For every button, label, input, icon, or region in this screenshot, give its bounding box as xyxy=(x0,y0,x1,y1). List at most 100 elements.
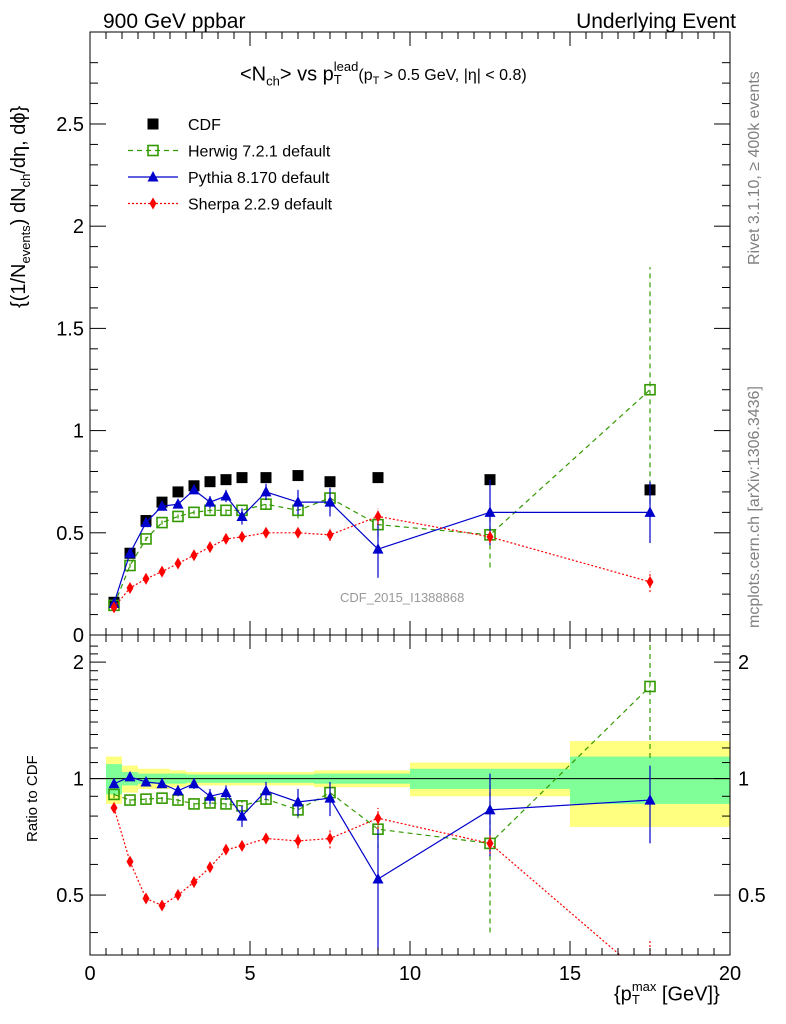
main-frame xyxy=(89,31,731,636)
data-point xyxy=(204,790,216,801)
data-point xyxy=(110,801,118,814)
data-point xyxy=(486,530,494,543)
legend-entry: Herwig 7.2.1 default xyxy=(128,144,331,161)
data-point xyxy=(156,516,168,529)
title-sub-b: T xyxy=(333,72,342,87)
series-sherpa xyxy=(110,801,651,955)
xlabel-sub: T xyxy=(631,992,640,1007)
data-point xyxy=(124,770,136,782)
data-point xyxy=(644,506,656,517)
xlabel-part-b: [GeV]} xyxy=(656,983,720,1006)
data-point xyxy=(206,541,214,554)
title-sub-a: ch xyxy=(266,73,280,89)
data-point xyxy=(188,483,200,495)
data-point xyxy=(220,504,232,517)
data-point xyxy=(222,532,230,545)
data-point xyxy=(140,775,152,787)
ratio-y-tick-label-right: 2 xyxy=(738,652,749,674)
rivet-label: Rivet 3.1.10, ≥ 400k events xyxy=(746,71,763,265)
series-pythia xyxy=(108,479,656,608)
series-pythia xyxy=(108,765,656,951)
data-point xyxy=(236,472,248,484)
uncertainty-bands xyxy=(90,741,730,827)
y-tick-label: 2 xyxy=(73,216,84,238)
data-point xyxy=(174,889,182,902)
data-point xyxy=(204,496,216,507)
data-point xyxy=(260,784,272,796)
data-point xyxy=(142,892,150,905)
data-point xyxy=(124,794,136,806)
data-point xyxy=(372,543,384,554)
data-point xyxy=(188,506,200,519)
data-point xyxy=(124,547,136,558)
legend-marker xyxy=(147,144,159,157)
data-point xyxy=(646,575,654,588)
data-point xyxy=(236,810,248,821)
data-point xyxy=(158,565,166,578)
data-point xyxy=(294,834,302,847)
ratio-y-tick-label: 0.5 xyxy=(56,885,84,907)
data-point xyxy=(372,873,384,884)
title-sup-b: lead xyxy=(333,59,359,74)
data-point xyxy=(484,803,496,815)
legend-entry: Sherpa 2.2.9 default xyxy=(128,197,333,214)
data-point xyxy=(484,506,496,517)
data-point xyxy=(156,777,168,789)
data-point xyxy=(220,474,232,486)
data-point xyxy=(294,526,302,539)
x-axis-label: {p max T [GeV]} xyxy=(614,979,720,1008)
x-tick-label: 15 xyxy=(559,963,581,985)
data-point xyxy=(644,794,656,805)
legend-entry: CDF xyxy=(147,117,221,134)
data-point xyxy=(204,476,216,488)
data-point xyxy=(124,559,136,572)
data-point xyxy=(158,899,166,912)
data-point xyxy=(326,832,334,845)
legend-label: Pythia 8.170 default xyxy=(188,170,330,187)
data-point xyxy=(262,832,270,845)
xlabel-part-a: {p xyxy=(614,983,632,1006)
data-point xyxy=(140,793,152,805)
x-tick-label: 0 xyxy=(84,963,95,985)
x-tick-label: 20 xyxy=(719,963,741,985)
data-point xyxy=(156,500,168,511)
data-point xyxy=(324,476,336,488)
data-point xyxy=(220,786,232,798)
legend-entry: Pythia 8.170 default xyxy=(128,170,330,187)
title-part-a: <N xyxy=(240,63,267,86)
y-axis-label-main: {(1/Nevents) dNch/dη, dϕ} xyxy=(8,106,33,308)
data-point xyxy=(188,777,200,789)
data-point xyxy=(126,855,134,868)
data-point xyxy=(108,788,120,801)
xlabel-sup: max xyxy=(631,979,657,994)
legend-marker xyxy=(147,171,159,182)
y-tick-label: 1 xyxy=(73,421,84,443)
data-point xyxy=(206,861,214,874)
series-sherpa xyxy=(110,508,654,614)
data-point xyxy=(108,777,120,789)
y-axis-label-ratio: Ratio to CDF xyxy=(24,755,41,842)
data-point xyxy=(172,784,184,796)
title-sub-c: T xyxy=(372,75,380,88)
data-point xyxy=(292,795,304,807)
series-herwig xyxy=(108,267,656,612)
legend-marker xyxy=(147,118,159,130)
mcplots-label: mcplots.cern.ch [arXiv:1306.3436] xyxy=(746,386,763,628)
y-tick-label: 2.5 xyxy=(56,114,84,136)
data-point xyxy=(172,486,184,498)
data-point xyxy=(324,792,336,803)
data-point xyxy=(644,680,656,693)
data-point xyxy=(110,601,118,614)
legend-marker xyxy=(149,197,157,210)
ratio-y-tick-label: 2 xyxy=(73,652,84,674)
ratio-y-tick-label: 1 xyxy=(73,769,84,791)
data-point xyxy=(238,530,246,543)
legend-label: CDF xyxy=(188,117,221,134)
ratio-y-tick-label-right: 0.5 xyxy=(738,885,766,907)
data-point xyxy=(142,572,150,585)
data-point xyxy=(172,510,184,523)
data-point xyxy=(374,812,382,825)
header-right: Underlying Event xyxy=(576,10,736,33)
ylabel-sub-a: events xyxy=(18,225,33,264)
x-tick-label: 5 xyxy=(244,963,255,985)
